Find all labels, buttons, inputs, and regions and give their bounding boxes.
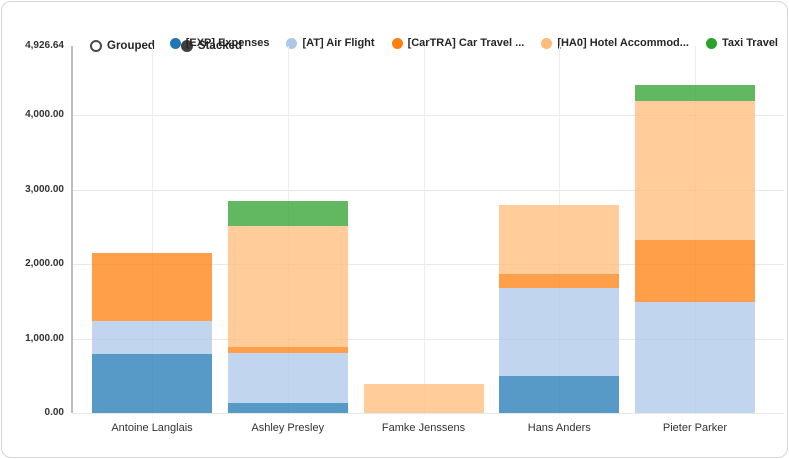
bar-segment[interactable] — [92, 354, 212, 413]
legend-item-3[interactable]: [CarTRA] Car Travel ... — [391, 36, 525, 50]
x-axis-category-label: Antoine Langlais — [111, 422, 193, 434]
stacked-radio-label: Stacked — [197, 40, 243, 52]
bar-segment[interactable] — [499, 287, 620, 377]
gridline-horizontal — [73, 189, 784, 191]
x-axis-category-label: Pieter Parker — [662, 422, 728, 434]
chart-mode-toggle: Grouped Stacked — [90, 39, 242, 53]
bar-segment[interactable] — [363, 383, 484, 413]
y-axis-tick-label: 3,000.00 — [25, 183, 64, 195]
gridline-horizontal — [73, 264, 784, 265]
bar-segment[interactable] — [499, 205, 620, 274]
legend-item-4[interactable]: [HA0] Hotel Accommod... — [541, 36, 689, 50]
y-axis-line — [71, 46, 73, 413]
legend-item-2[interactable]: [AT] Air Flight — [286, 36, 375, 50]
bar-segment[interactable] — [635, 240, 755, 302]
x-axis-category-label: Ashley Presley — [251, 422, 325, 434]
bar-segment[interactable] — [635, 85, 755, 101]
bar-segment[interactable] — [227, 352, 348, 404]
bar-segment[interactable] — [635, 100, 755, 241]
stacked-radio[interactable]: Stacked — [180, 39, 243, 53]
gridline-horizontal — [73, 413, 784, 414]
x-axis-category-label: Famke Jenssens — [381, 422, 466, 434]
y-axis-tick-label: 4,000.00 — [25, 109, 64, 121]
bar-segment[interactable] — [635, 302, 755, 413]
gridline-vertical — [152, 46, 153, 413]
legend-dot-icon — [286, 37, 298, 49]
legend-item-label: [AT] Air Flight — [302, 37, 375, 49]
grouped-radio-label: Grouped — [107, 40, 155, 52]
legend-item-label: Taxi Travel — [721, 37, 778, 49]
legend-item-1[interactable]: [EXP] Expenses — [169, 36, 270, 50]
y-axis-tick-label: 2,000.00 — [25, 258, 64, 269]
legend-dot-icon — [169, 37, 181, 49]
y-axis-tick-label: 0.00 — [44, 407, 64, 418]
bar-segment[interactable] — [227, 347, 348, 353]
radio-unselected-icon[interactable] — [90, 40, 102, 52]
y-axis-tick-label: 1,000.00 — [25, 332, 64, 344]
bar-segment[interactable] — [227, 403, 348, 413]
legend-dot-icon — [391, 37, 403, 49]
legend-item-5[interactable]: Taxi Travel — [705, 36, 778, 50]
legend-dot-icon — [705, 37, 717, 49]
chart-legend: [EXP] Expenses [AT] Air Flight [CarTRA] Ca… — [169, 36, 778, 50]
legend-dot-icon — [541, 37, 553, 49]
bar-segment[interactable] — [499, 273, 620, 288]
y-axis-tick-label: 4,926.64 — [25, 40, 64, 51]
bar-segment[interactable] — [227, 226, 348, 348]
bar-segment[interactable] — [499, 376, 620, 413]
bar-segment[interactable] — [92, 252, 212, 322]
legend-item-label: [EXP] Expenses — [185, 37, 270, 49]
legend-item-label: [HA0] Hotel Accommod... — [557, 37, 689, 49]
gridline-horizontal — [73, 115, 784, 117]
legend-item-label: [CarTRA] Car Travel ... — [407, 37, 525, 49]
x-axis-category-label: Hans Anders — [527, 422, 591, 434]
bar-segment[interactable] — [227, 201, 348, 227]
gridline-horizontal — [73, 338, 784, 340]
gridline-vertical — [423, 46, 425, 413]
grouped-radio[interactable]: Grouped — [90, 39, 155, 53]
radio-selected-icon[interactable] — [180, 40, 193, 52]
bar-segment[interactable] — [92, 321, 212, 355]
